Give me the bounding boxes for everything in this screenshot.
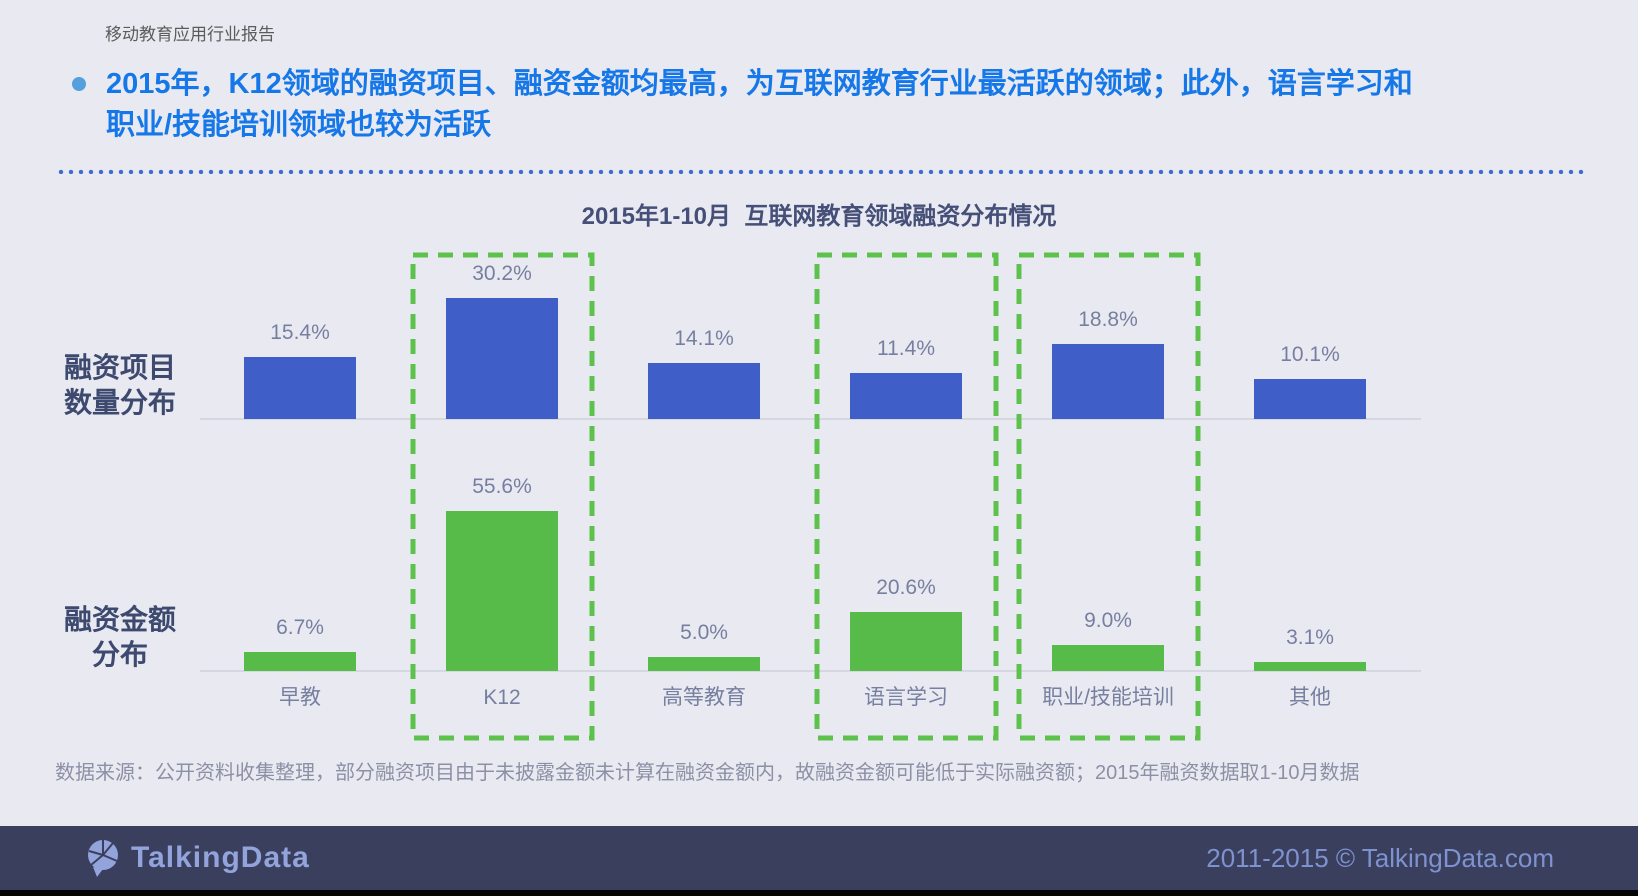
highlight-box — [1016, 252, 1200, 741]
category-label: 其他 — [1289, 686, 1331, 709]
talkingdata-logo: TalkingData — [84, 838, 310, 878]
axis-baseline-projects — [200, 418, 1421, 420]
value-label-projects: 15.4% — [270, 321, 330, 344]
series-label-projects-line2: 数量分布 — [63, 387, 176, 418]
bar-projects — [1254, 379, 1366, 419]
series-label-amount-line2: 分布 — [91, 639, 148, 670]
highlight-box — [410, 252, 594, 741]
bottom-strip — [0, 890, 1638, 896]
value-label-projects: 18.8% — [1078, 308, 1138, 331]
bar-amount — [1254, 662, 1366, 671]
bar-amount — [1052, 645, 1164, 671]
series-label-amount-line1: 融资金额 — [63, 604, 176, 635]
bar-projects — [446, 298, 558, 419]
bar-projects — [648, 363, 760, 419]
key-insight: 2015年，K12领域的融资项目、融资金额均最高，为互联网教育行业最活跃的领域；… — [72, 64, 1413, 146]
bar-amount — [850, 612, 962, 671]
source-note: 数据来源：公开资料收集整理，部分融资项目由于未披露金额未计算在融资金额内，故融资… — [55, 762, 1360, 784]
bar-projects — [1052, 344, 1164, 419]
series-label-amount: 融资金额 分布 — [25, 602, 215, 672]
axis-baseline-amount — [200, 670, 1421, 672]
value-label-amount: 20.6% — [876, 576, 936, 599]
category-label: 早教 — [279, 686, 321, 709]
bar-amount — [648, 657, 760, 671]
value-label-projects: 30.2% — [472, 262, 532, 285]
category-label: 高等教育 — [662, 686, 746, 709]
value-label-amount: 5.0% — [680, 621, 728, 644]
category-label: 职业/技能培训 — [1042, 686, 1174, 709]
value-label-amount: 9.0% — [1084, 609, 1132, 632]
bar-projects — [244, 357, 356, 419]
value-label-projects: 10.1% — [1280, 343, 1340, 366]
dotted-separator — [56, 168, 1584, 174]
bullet-icon — [72, 77, 86, 91]
category-label: 语言学习 — [864, 686, 948, 709]
value-label-projects: 14.1% — [674, 327, 734, 350]
value-label-amount: 55.6% — [472, 475, 532, 498]
series-label-projects: 融资项目 数量分布 — [25, 350, 215, 420]
value-label-amount: 3.1% — [1286, 626, 1334, 649]
bar-projects — [850, 373, 962, 419]
talkingdata-logo-icon — [88, 840, 118, 877]
series-label-projects-line1: 融资项目 — [63, 352, 176, 383]
report-tag: 移动教育应用行业报告 — [105, 25, 275, 44]
brand-name: TalkingData — [131, 841, 310, 874]
insight-line1: 2015年，K12领域的融资项目、融资金额均最高，为互联网教育行业最活跃的领域；… — [106, 68, 1413, 100]
bar-amount — [446, 511, 558, 671]
highlight-box — [814, 252, 998, 741]
chart-title: 2015年1-10月 互联网教育领域融资分布情况 — [581, 203, 1057, 230]
value-label-amount: 6.7% — [276, 616, 324, 639]
footer-bar: TalkingData 2011-2015 © TalkingData.com — [0, 826, 1638, 890]
category-label: K12 — [483, 686, 521, 709]
insight-text: 2015年，K12领域的融资项目、融资金额均最高，为互联网教育行业最活跃的领域；… — [106, 64, 1413, 146]
bar-amount — [244, 652, 356, 671]
footer-copyright: 2011-2015 © TalkingData.com — [1206, 842, 1554, 873]
insight-line2: 职业/技能培训领域也较为活跃 — [106, 109, 492, 141]
value-label-projects: 11.4% — [877, 337, 935, 360]
